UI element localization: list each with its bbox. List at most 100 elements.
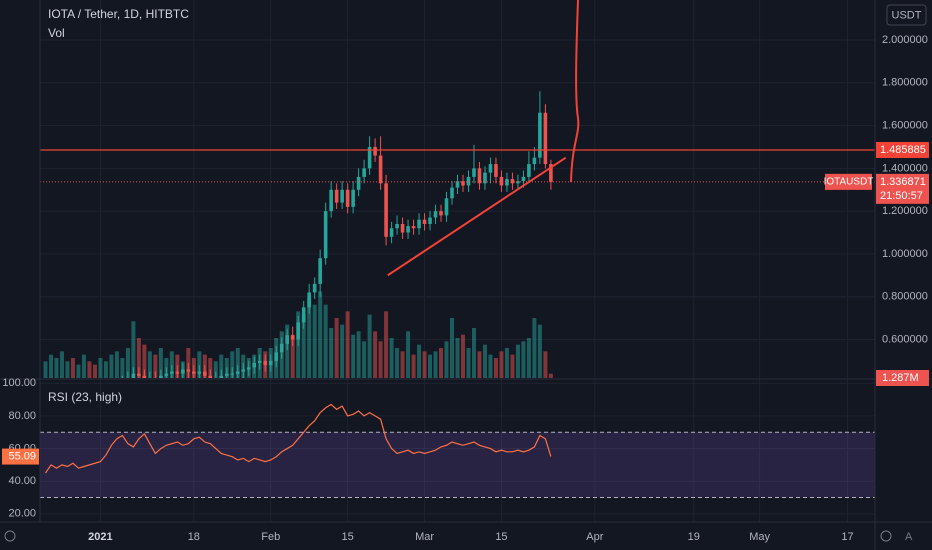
volume-bar bbox=[389, 338, 394, 378]
symbol: IOTAUSDT bbox=[824, 177, 874, 188]
freehand-arrow bbox=[570, 0, 580, 183]
candle-body bbox=[532, 157, 537, 165]
candle-body bbox=[362, 168, 366, 177]
candle-body bbox=[488, 164, 493, 173]
volume-bar bbox=[197, 351, 202, 378]
candle-body bbox=[131, 373, 136, 378]
candle-body bbox=[44, 410, 48, 412]
auto-scale-icon[interactable]: A bbox=[905, 531, 913, 543]
axes: 2021 18 Feb 15 Mar 15 Apr 19 May 17 0.600000 0.8000… bbox=[2, 34, 929, 543]
candle-body bbox=[477, 168, 482, 184]
price-label-box bbox=[876, 173, 929, 204]
volume-bar bbox=[433, 351, 438, 378]
candle-body bbox=[543, 112, 548, 165]
candle-body bbox=[192, 371, 196, 374]
settings-icon[interactable] bbox=[880, 530, 892, 542]
candle-body bbox=[510, 179, 515, 184]
candle-body bbox=[472, 168, 476, 177]
candle-body bbox=[384, 183, 388, 237]
candle-body bbox=[224, 373, 229, 376]
candle-body bbox=[312, 283, 317, 293]
rsi-label-box bbox=[2, 448, 39, 465]
currency-box[interactable] bbox=[886, 4, 927, 26]
volume-bar bbox=[482, 344, 487, 378]
x-tick-label: 15 bbox=[342, 531, 354, 543]
price-label: 1.336871 bbox=[880, 176, 926, 188]
volume-bar bbox=[323, 304, 328, 378]
candle-body bbox=[142, 375, 147, 378]
volume-bar bbox=[488, 354, 493, 378]
candle-body bbox=[461, 181, 465, 186]
candle-body bbox=[257, 360, 262, 364]
candle-body bbox=[505, 179, 509, 186]
volume-bar bbox=[351, 334, 356, 378]
candle-body bbox=[230, 373, 235, 375]
volume-bar bbox=[499, 351, 504, 378]
volume-bar bbox=[208, 358, 213, 378]
volume-bar bbox=[395, 348, 400, 378]
y-tick-label: 2.000000 bbox=[882, 34, 928, 46]
volume-bar bbox=[400, 351, 405, 378]
candle-body bbox=[549, 164, 553, 182]
volume-bar bbox=[384, 311, 389, 378]
candle-body bbox=[252, 363, 257, 368]
volume-bar bbox=[109, 354, 114, 378]
candle-body bbox=[164, 373, 169, 376]
volume-bar bbox=[98, 358, 103, 378]
volume-bar bbox=[417, 344, 422, 378]
candle-body bbox=[521, 176, 526, 182]
volume-bar bbox=[213, 361, 218, 378]
volume-bar bbox=[142, 344, 147, 378]
grid bbox=[40, 0, 875, 522]
volume-bar bbox=[169, 351, 174, 378]
volume-last-label: 1.287M bbox=[882, 372, 919, 384]
volume-bar bbox=[329, 328, 334, 378]
volume-bar bbox=[455, 338, 460, 378]
rsi-tick-label: 80.00 bbox=[8, 410, 36, 422]
volume-bar bbox=[318, 291, 323, 378]
volume-bar bbox=[43, 361, 48, 378]
candle-body bbox=[466, 176, 471, 186]
settings-icon[interactable] bbox=[4, 530, 16, 542]
volume-bar bbox=[493, 358, 498, 378]
volume-bar bbox=[356, 331, 361, 378]
volume-bar bbox=[65, 361, 70, 378]
volume-bar bbox=[362, 341, 367, 378]
volume-bar bbox=[422, 351, 427, 378]
volume-bar bbox=[54, 358, 59, 378]
candle-body bbox=[527, 164, 531, 177]
volume-bar bbox=[373, 331, 378, 378]
volume-label-box bbox=[876, 370, 929, 386]
volume-label: Vol bbox=[48, 26, 65, 40]
candle-layer bbox=[44, 91, 553, 412]
y-tick-label: 1.000000 bbox=[882, 248, 928, 260]
candle-body bbox=[181, 369, 185, 374]
volume-bar bbox=[466, 348, 471, 378]
candle-body bbox=[279, 343, 284, 353]
volume-bar bbox=[312, 304, 317, 378]
volume-bar bbox=[76, 364, 81, 378]
volume-bar bbox=[70, 358, 75, 378]
candle-body bbox=[263, 360, 268, 366]
x-tick-label: 18 bbox=[188, 531, 200, 543]
volume-bar bbox=[548, 373, 553, 378]
volume-bar bbox=[378, 341, 383, 378]
chart-title: IOTA / Tether, 1D, HITBTC bbox=[48, 7, 189, 21]
candle-body bbox=[235, 371, 240, 374]
candle-body bbox=[499, 176, 504, 186]
candle-body bbox=[444, 198, 449, 216]
currency[interactable]: USDT bbox=[892, 9, 922, 21]
candle-body bbox=[400, 223, 405, 233]
volume-bar bbox=[510, 354, 515, 378]
candle-body bbox=[137, 373, 141, 376]
rsi-layer bbox=[40, 403, 875, 499]
y-tick-label: 0.800000 bbox=[882, 291, 928, 303]
candle-body bbox=[378, 155, 383, 184]
candle-body bbox=[356, 176, 361, 190]
volume-bar bbox=[444, 341, 449, 378]
volume-bar bbox=[460, 334, 465, 378]
volume-bar bbox=[477, 351, 482, 378]
volume-bar bbox=[153, 354, 158, 378]
candle-body bbox=[197, 371, 202, 374]
